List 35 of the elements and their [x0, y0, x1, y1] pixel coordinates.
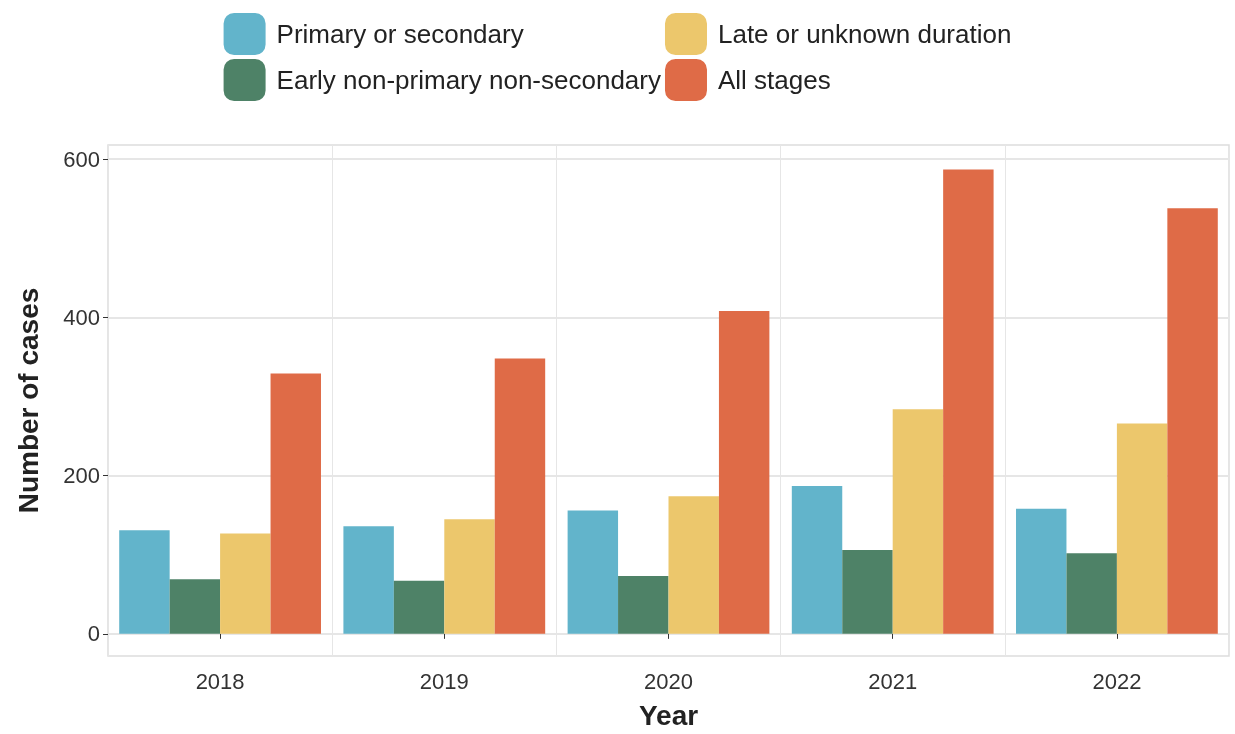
x-tick-label: 2021 [868, 668, 918, 694]
bar [1167, 208, 1218, 634]
x-tick-label: 2022 [1092, 668, 1142, 694]
bar [892, 409, 944, 634]
legend-label: Early non-primary non-secondary [276, 65, 661, 95]
bar [270, 373, 321, 634]
bar [718, 311, 770, 634]
x-tick-label: 2019 [419, 668, 469, 694]
y-tick-label: 200 [63, 463, 100, 489]
bar [842, 550, 893, 634]
bar [494, 358, 546, 634]
y-tick-label: 0 [87, 621, 100, 647]
y-axis-title: Number of cases [12, 287, 44, 514]
x-tick-label: 2020 [644, 668, 693, 694]
bar [444, 519, 495, 634]
bar [943, 169, 994, 634]
bar [393, 580, 445, 634]
bar [169, 579, 221, 634]
legend-label: Late or unknown duration [717, 19, 1012, 49]
legend-label: All stages [717, 65, 831, 95]
bar [119, 530, 170, 634]
bar [668, 496, 719, 634]
bar [1116, 423, 1168, 634]
bar [1066, 553, 1117, 634]
bar [1016, 508, 1067, 634]
bar [567, 510, 619, 634]
bar [343, 526, 394, 634]
y-tick-label: 400 [63, 304, 100, 330]
bar [791, 485, 843, 634]
legend-label: Primary or secondary [276, 19, 524, 49]
x-tick-label: 2018 [195, 668, 245, 694]
x-axis-title: Year [638, 699, 699, 731]
y-tick-label: 600 [63, 146, 100, 172]
bar [618, 576, 669, 634]
bar [220, 533, 271, 634]
